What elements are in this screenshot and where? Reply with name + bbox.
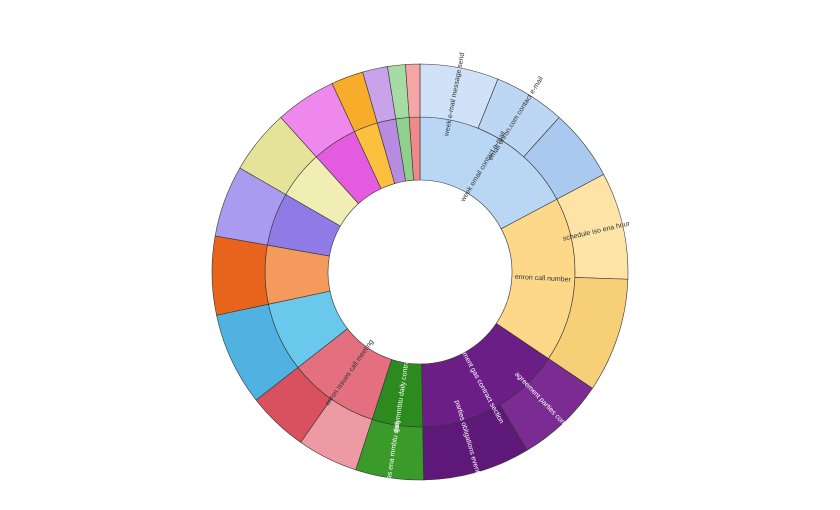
- outer-segment: [405, 63, 421, 118]
- outer-segment: [211, 235, 269, 316]
- segment-label: enron call number: [515, 274, 572, 284]
